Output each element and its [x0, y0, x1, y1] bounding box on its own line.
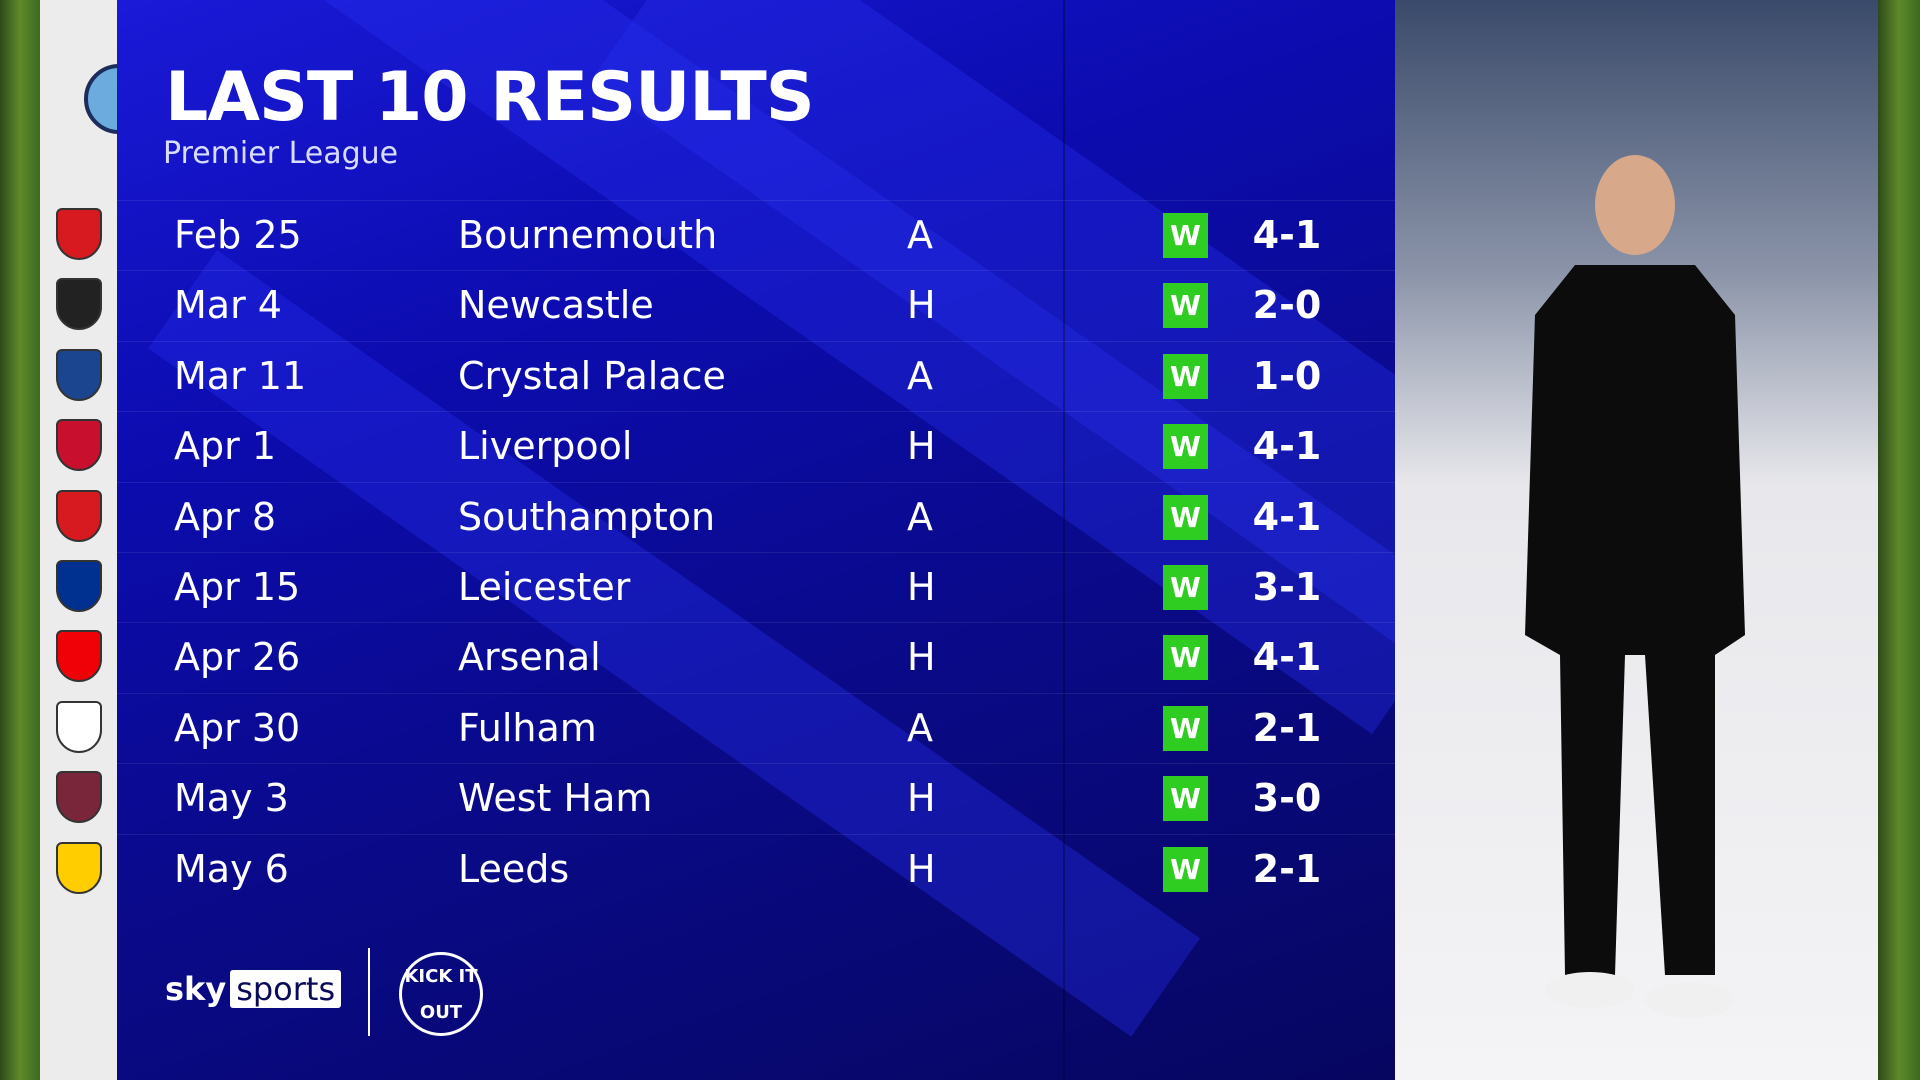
pitch-strip-left — [0, 0, 40, 1080]
result-badge: W — [1163, 424, 1208, 470]
opponent-crest-icon — [56, 419, 102, 472]
pitch-strip-right — [1878, 0, 1920, 1080]
result-badge: W — [1163, 353, 1208, 399]
venue: H — [907, 283, 936, 328]
result-badge: W — [1163, 635, 1208, 681]
match-date: Apr 8 — [174, 494, 276, 539]
opponent-name: Fulham — [458, 705, 597, 750]
score: 2-1 — [1252, 705, 1322, 750]
opponent-crest-icon — [56, 208, 102, 260]
result-row: Apr 30 Fulham A W 2-1 — [117, 692, 1395, 763]
opponent-name: Bournemouth — [458, 213, 718, 257]
score: 4-1 — [1252, 213, 1322, 257]
score: 2-1 — [1252, 846, 1322, 891]
venue: A — [907, 353, 933, 398]
opponent-name: West Ham — [458, 776, 653, 821]
score: 4-1 — [1252, 424, 1322, 469]
result-row: Apr 8 Southampton A W 4-1 — [117, 481, 1395, 552]
score: 3-1 — [1252, 565, 1322, 609]
match-date: May 3 — [174, 776, 289, 821]
match-date: Mar 4 — [174, 283, 282, 328]
venue: H — [907, 776, 936, 821]
venue: H — [907, 565, 936, 609]
manager-photo — [1525, 155, 1745, 1018]
opponent-crest-icon — [56, 489, 102, 542]
score: 4-1 — [1252, 635, 1322, 680]
result-row: Mar 4 Newcastle H W 2-0 — [117, 270, 1395, 340]
result-row: Apr 1 Liverpool H W 4-1 — [117, 411, 1395, 481]
result-badge: W — [1163, 776, 1208, 822]
opponent-crest-icon — [56, 771, 102, 824]
score: 1-0 — [1252, 353, 1322, 398]
result-badge: W — [1163, 213, 1208, 258]
result-row: May 3 West Ham H W 3-0 — [117, 763, 1395, 833]
result-badge: W — [1163, 565, 1208, 610]
venue: H — [907, 635, 936, 680]
competition-subtitle: Premier League — [163, 136, 399, 171]
result-row: Apr 15 Leicester H W 3-1 — [117, 552, 1395, 622]
score: 3-0 — [1252, 776, 1322, 821]
opponent-name: Liverpool — [458, 424, 633, 469]
venue: H — [907, 424, 936, 469]
match-date: Apr 26 — [174, 635, 301, 680]
match-date: Apr 15 — [174, 565, 301, 609]
result-row: May 6 Leeds H W 2-1 — [117, 833, 1395, 904]
match-date: Apr 30 — [174, 705, 301, 750]
opponent-name: Newcastle — [458, 283, 654, 328]
match-date: Apr 1 — [174, 424, 276, 469]
opponent-crest-icon — [56, 560, 102, 612]
results-panel: LAST 10 RESULTS Premier League Feb 25 Bou… — [117, 0, 1395, 1080]
result-badge: W — [1163, 705, 1208, 751]
opponent-crest-icon — [56, 278, 102, 331]
opponent-name: Arsenal — [458, 635, 601, 680]
result-row: Apr 26 Arsenal H W 4-1 — [117, 622, 1395, 692]
opponent-crest-icon — [56, 700, 102, 753]
sports-text: sports — [230, 970, 342, 1008]
venue: A — [907, 705, 933, 750]
result-row: Feb 25 Bournemouth A W 4-1 — [117, 200, 1395, 270]
opponent-crest-icon — [56, 348, 102, 401]
opponent-crest-icon — [56, 841, 102, 894]
kick-it-out-logo: KICK IT OUT — [399, 952, 483, 1036]
opponent-name: Southampton — [458, 494, 716, 539]
opponent-name: Leeds — [458, 846, 570, 891]
match-date: Feb 25 — [174, 213, 302, 257]
result-row: Mar 11 Crystal Palace A W 1-0 — [117, 340, 1395, 411]
crest-column — [40, 0, 154, 1080]
match-date: May 6 — [174, 846, 289, 891]
score: 4-1 — [1252, 494, 1322, 539]
result-badge: W — [1163, 494, 1208, 540]
logo-separator — [368, 948, 370, 1036]
sky-sports-logo: sky sports — [165, 970, 342, 1008]
venue: A — [907, 213, 933, 257]
result-badge: W — [1163, 846, 1208, 892]
result-badge: W — [1163, 283, 1208, 329]
page-title: LAST 10 RESULTS — [165, 58, 815, 137]
venue: A — [907, 494, 933, 539]
opponent-name: Crystal Palace — [458, 353, 726, 398]
score: 2-0 — [1252, 283, 1322, 328]
venue: H — [907, 846, 936, 891]
match-date: Mar 11 — [174, 353, 307, 398]
sky-text: sky — [165, 970, 227, 1008]
opponent-name: Leicester — [458, 565, 631, 609]
manager-photo-area — [1395, 0, 1878, 1080]
column-divider — [1063, 0, 1065, 1080]
opponent-crest-icon — [56, 630, 102, 683]
